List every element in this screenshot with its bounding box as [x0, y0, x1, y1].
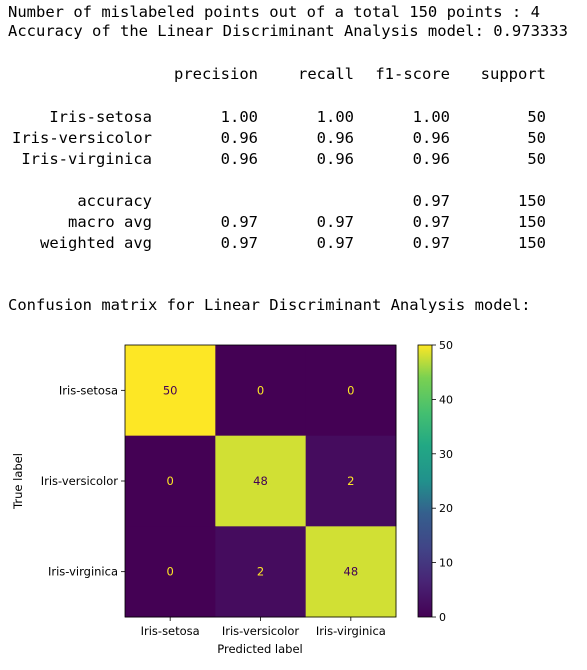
report-summary-recall: 0.97 — [316, 234, 354, 252]
y-tick-label: Iris-versicolor — [41, 474, 119, 488]
report-row-recall: 0.96 — [316, 129, 354, 147]
report-summary-precision: 0.97 — [220, 234, 258, 252]
colorbar-tick-label: 50 — [439, 339, 453, 352]
mislabeled-summary-line: Number of mislabeled points out of a tot… — [8, 3, 540, 21]
report-row-precision: 1.00 — [220, 108, 258, 126]
heatmap-cell-value: 0 — [257, 383, 264, 397]
report-row-recall: 0.96 — [316, 150, 354, 168]
colorbar-tick-label: 10 — [439, 557, 453, 570]
heatmap-cell-value: 50 — [163, 383, 178, 397]
heatmap-cell — [305, 435, 397, 527]
report-summary-precision: 0.97 — [220, 213, 258, 231]
x-tick-label: Iris-versicolor — [222, 624, 300, 638]
y-tick-label: Iris-virginica — [48, 565, 118, 579]
heatmap-cell — [215, 526, 307, 618]
report-summary-support: 150 — [518, 213, 546, 231]
report-summary-f1: 0.97 — [412, 234, 450, 252]
report-header-f1-score: f1-score — [375, 65, 450, 83]
report-header-support: support — [480, 65, 546, 83]
heatmap-cell-value: 0 — [167, 565, 174, 579]
heatmap-cell-value: 0 — [167, 474, 174, 488]
accuracy-summary-line: Accuracy of the Linear Discriminant Anal… — [8, 22, 568, 40]
y-tick-label: Iris-setosa — [59, 383, 118, 397]
report-summary-label: weighted avg — [40, 234, 152, 252]
heatmap-cell — [125, 435, 216, 527]
heatmap-cell — [215, 345, 307, 437]
report-summary-label: accuracy — [77, 192, 152, 210]
x-tick-label: Iris-virginica — [316, 624, 386, 638]
heatmap-cell — [305, 526, 397, 618]
report-row-precision: 0.96 — [220, 150, 258, 168]
report-summary-support: 150 — [518, 234, 546, 252]
colorbar-tick-label: 0 — [439, 611, 446, 624]
report-row-support: 50 — [527, 108, 546, 126]
heatmap-cell-value: 0 — [347, 383, 354, 397]
heatmap-cell-value: 2 — [257, 565, 264, 579]
x-tick-label: Iris-setosa — [141, 624, 200, 638]
report-summary-f1: 0.97 — [412, 192, 450, 210]
report-summary-support: 150 — [518, 192, 546, 210]
heatmap-cell-value: 48 — [253, 474, 268, 488]
report-header-precision: precision — [174, 65, 258, 83]
report-row-label: Iris-versicolor — [12, 129, 152, 147]
report-row-precision: 0.96 — [220, 129, 258, 147]
report-row-f1: 0.96 — [412, 129, 450, 147]
heatmap-cell — [305, 345, 397, 437]
heatmap-cell — [215, 435, 307, 527]
report-summary-f1: 0.97 — [412, 213, 450, 231]
report-row-label: Iris-setosa — [49, 108, 152, 126]
report-header-recall: recall — [298, 65, 354, 83]
confusion-matrix-chart: 50 0 00 48 20 2 48 Iris-setosa Iris-versicolor I… — [11, 339, 453, 656]
report-row-label: Iris-virginica — [21, 150, 152, 168]
colorbar — [417, 344, 433, 618]
heatmap-cell-value: 48 — [344, 565, 359, 579]
x-axis-label: Predicted label — [217, 642, 302, 656]
heatmap-cell-value: 2 — [347, 474, 354, 488]
colorbar-tick-label: 20 — [439, 502, 453, 515]
heatmap-cell — [125, 345, 216, 437]
report-row-support: 50 — [527, 150, 546, 168]
report-row-recall: 1.00 — [316, 108, 354, 126]
colorbar-tick-label: 30 — [439, 448, 453, 461]
report-summary-recall: 0.97 — [316, 213, 354, 231]
y-axis-label: True label — [11, 453, 25, 510]
report-summary-label: macro avg — [68, 213, 152, 231]
colorbar-tick-label: 40 — [439, 393, 453, 406]
report-row-f1: 0.96 — [412, 150, 450, 168]
confusion-matrix-heading: Confusion matrix for Linear Discriminant… — [8, 296, 531, 314]
heatmap-cell — [125, 526, 216, 618]
report-row-f1: 1.00 — [412, 108, 450, 126]
report-row-support: 50 — [527, 129, 546, 147]
